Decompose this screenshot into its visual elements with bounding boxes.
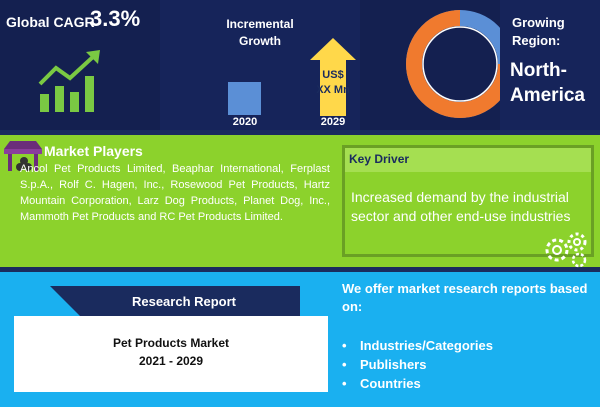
arrow-value: US$ XX Mn xyxy=(316,69,350,96)
bar-chart-up-arrow-icon xyxy=(38,50,100,112)
list-item: • Industries/Categories xyxy=(342,338,493,353)
growing-region-title: Growing Region: xyxy=(512,15,565,48)
offer-list: • Industries/Categories • Publishers • Coun… xyxy=(342,336,493,393)
growing-region-panel: Growing Region: North- America xyxy=(500,0,600,130)
research-report-label: Research Report xyxy=(131,294,237,309)
top-band: Global CAGR 3.3% Incremental Growth 2020… xyxy=(0,0,600,130)
key-driver-text: Increased demand by the industrial secto… xyxy=(351,189,571,224)
cagr-value: 3.3% xyxy=(90,6,141,31)
cagr-panel: Global CAGR 3.3% xyxy=(0,0,160,130)
list-item: • Publishers xyxy=(342,357,427,372)
gears-icon xyxy=(545,232,587,268)
label-2020: 2020 xyxy=(232,116,258,128)
list-item: • Countries xyxy=(342,376,421,391)
report-years: 2021 - 2029 xyxy=(138,354,204,368)
report-title-box: Pet Products Market 2021 - 2029 xyxy=(14,316,328,392)
report-section: Research Report Pet Products Market 2021… xyxy=(0,272,600,407)
market-players-title: Market Players xyxy=(44,143,143,159)
cagr-label: Global CAGR xyxy=(6,14,95,30)
storefront-icon xyxy=(4,141,42,171)
incremental-growth-title: Incremental Growth xyxy=(226,17,294,48)
growing-region-value: North- America xyxy=(510,60,585,106)
incremental-growth-panel: Incremental Growth 2020 US$ XX Mn 2029 xyxy=(160,0,360,130)
key-driver-box: Key Driver Increased demand by the indus… xyxy=(342,145,594,257)
key-driver-title: Key Driver xyxy=(349,152,410,166)
research-report-banner xyxy=(50,286,300,316)
key-driver-header: Key Driver xyxy=(345,148,591,172)
region-donut-panel xyxy=(360,0,514,130)
bar-2020 xyxy=(228,82,261,115)
label-2029: 2029 xyxy=(320,116,346,128)
market-players-list: Ancol Pet Products Limited, Beaphar Inte… xyxy=(20,163,330,223)
up-arrow-icon xyxy=(310,38,356,116)
report-title: Pet Products Market xyxy=(112,336,230,350)
offer-title: We offer market research reports based o… xyxy=(342,281,588,314)
market-section: Market Players Ancol Pet Products Limite… xyxy=(0,135,600,267)
